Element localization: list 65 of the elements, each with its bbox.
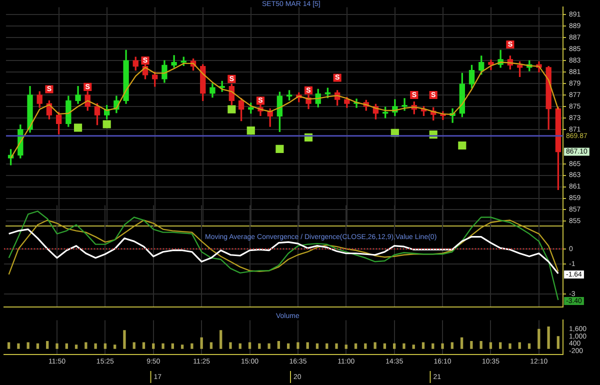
- bar: [238, 343, 242, 349]
- point: [458, 141, 466, 150]
- bar: [26, 342, 30, 349]
- bar: [393, 343, 396, 349]
- bar: [104, 343, 107, 349]
- bar: [171, 343, 174, 349]
- bar: [258, 343, 261, 349]
- bar: [74, 344, 78, 349]
- bar: [508, 343, 512, 349]
- point: [228, 105, 236, 114]
- bar: [422, 342, 425, 349]
- bar: [277, 340, 280, 349]
- bar: [432, 343, 434, 349]
- bar: [383, 343, 386, 349]
- bar: [190, 343, 194, 349]
- bar: [402, 343, 406, 349]
- bar: [556, 336, 560, 349]
- bar: [364, 343, 367, 349]
- bar: [152, 343, 155, 349]
- bar: [326, 343, 328, 349]
- bar: [114, 344, 116, 349]
- bar: [7, 342, 10, 349]
- bar: [229, 342, 232, 349]
- bar: [528, 343, 531, 349]
- bar: [518, 342, 521, 349]
- bar: [84, 342, 88, 349]
- bar: [132, 342, 136, 349]
- bar: [94, 343, 97, 349]
- bar: [344, 344, 348, 349]
- bar: [335, 343, 338, 349]
- bar: [412, 344, 415, 349]
- point: [74, 124, 82, 132]
- bar: [268, 343, 270, 349]
- bar: [220, 330, 222, 349]
- bar: [489, 342, 492, 349]
- bar: [354, 343, 358, 349]
- bar: [36, 343, 40, 349]
- bar: [538, 328, 540, 349]
- point: [246, 126, 255, 135]
- bar: [547, 326, 550, 349]
- bar: [46, 340, 49, 349]
- bar: [374, 342, 376, 349]
- bar: [450, 342, 454, 349]
- bar: [210, 342, 213, 349]
- bar: [296, 342, 300, 349]
- bar: [470, 340, 473, 349]
- bar: [499, 342, 502, 349]
- bar: [17, 343, 20, 349]
- candlestick: [402, 98, 408, 111]
- bar: [65, 343, 68, 349]
- bar: [180, 344, 184, 349]
- bar: [460, 337, 464, 349]
- bar: [123, 330, 126, 349]
- point: [276, 144, 284, 153]
- bar: [142, 342, 146, 349]
- bar: [306, 342, 309, 349]
- bar: [162, 343, 164, 349]
- bar: [480, 340, 482, 349]
- bar: [441, 343, 444, 349]
- bar: [200, 337, 203, 349]
- bar: [286, 343, 290, 349]
- bar: [316, 343, 319, 349]
- bar: [56, 343, 58, 349]
- point: [102, 120, 111, 128]
- bar: [248, 342, 252, 349]
